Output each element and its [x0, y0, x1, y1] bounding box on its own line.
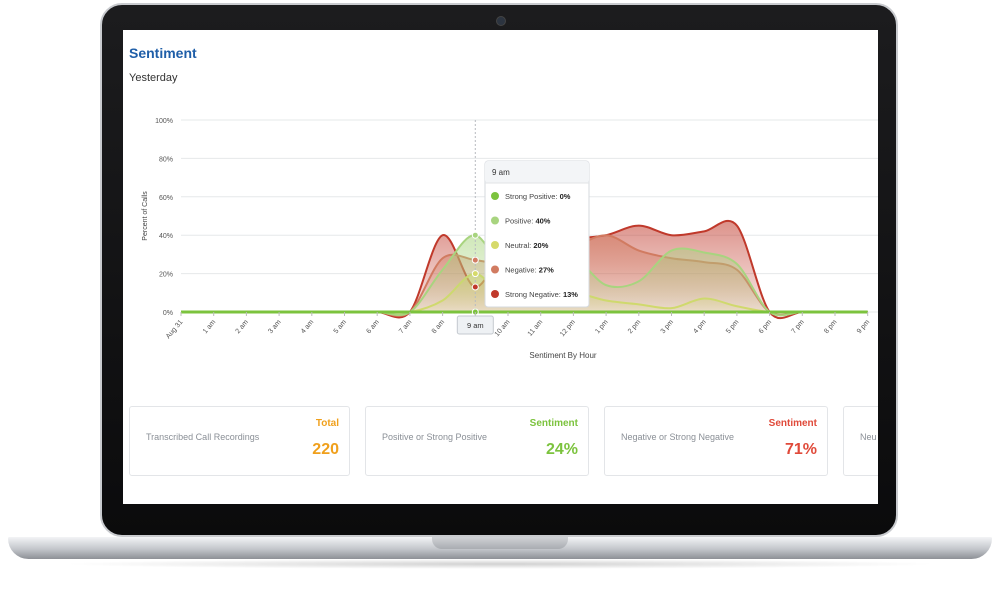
y-tick-label: 80% [159, 156, 173, 163]
laptop-shadow [60, 559, 940, 569]
card-heading: Total [315, 418, 339, 429]
x-tick-label: 3 am [267, 319, 282, 336]
y-tick-label: 20% [159, 272, 173, 279]
screen: Sentiment Yesterday 0% 20% 40% 60% 80% 100% Pe… [123, 30, 878, 504]
tooltip-item: Positive: 40% [505, 217, 551, 226]
x-tick-label: 6 am [365, 319, 380, 336]
page-subtitle: Yesterday [129, 72, 178, 84]
sentiment-chart: 0% 20% 40% 60% 80% 100% Percent of Calls Aug 31… [142, 118, 878, 360]
x-tick-label: 4 am [300, 319, 315, 336]
x-highlight-box [456, 315, 494, 335]
x-tick-label: 10 am [494, 319, 512, 339]
x-tick-label: 5 am [333, 319, 348, 336]
card-value: 220 [312, 441, 339, 458]
x-tick-label: 4 pm [692, 319, 707, 336]
tooltip-header [485, 161, 589, 183]
x-axis-label: Sentiment By Hour [529, 351, 596, 360]
series-area-positive [181, 235, 868, 316]
hover-point [471, 231, 479, 239]
card-total[interactable]: Transcribed Call Recordings Total 220 [129, 406, 350, 476]
tooltip-swatch [491, 192, 499, 200]
tooltip-item: Negative: 27% [505, 266, 554, 275]
tooltip-item-value: 13% [563, 290, 578, 299]
tooltip-item-label: Negative: [505, 266, 539, 275]
tooltip-item-value: 40% [535, 217, 550, 226]
hover-point [471, 256, 479, 264]
x-tick-label: 9 am [467, 321, 484, 330]
x-tick-label: 5 pm [725, 319, 740, 336]
y-tick-label: 40% [159, 233, 173, 240]
y-tick-label: 60% [159, 195, 173, 202]
hover-point [471, 283, 479, 291]
card-label: Positive or Strong Positive [382, 432, 488, 442]
card-value: 71% [784, 441, 817, 458]
x-tick-label: 2 am [235, 319, 250, 336]
card-label: Neu [860, 432, 877, 442]
x-tick-label: 2 pm [627, 319, 642, 336]
tooltip-item: Neutral: 20% [505, 241, 549, 250]
tooltip-swatch [491, 216, 499, 225]
tooltip-item-label: Strong Positive: [505, 192, 560, 201]
x-tick-label: 1 am [202, 319, 217, 336]
page-title: Sentiment [129, 45, 197, 61]
x-tick-label: 12 pm [559, 319, 577, 339]
camera-icon [496, 16, 506, 26]
card-positive[interactable]: Positive or Strong Positive Sentiment 24… [365, 406, 589, 476]
x-tick-label: 9 pm [856, 319, 871, 336]
tooltip-swatch [491, 290, 499, 298]
tooltip-item-label: Positive: [505, 217, 535, 226]
hover-point [471, 270, 479, 278]
laptop-notch [432, 537, 568, 549]
x-tick-label: 3 pm [660, 319, 675, 336]
x-tick-label: 11 am [527, 319, 545, 338]
tooltip-item: Strong Negative: 13% [505, 290, 578, 299]
tooltip-item-label: Strong Negative: [505, 290, 563, 299]
x-tick-label: 8 pm [823, 319, 838, 336]
tooltip-item: Strong Positive: 0% [505, 192, 571, 201]
tooltip-item-value: 20% [533, 241, 548, 250]
tooltip-title: 9 am [492, 168, 510, 177]
tooltip-item-label: Neutral: [505, 241, 533, 250]
tooltip-swatch [491, 241, 499, 249]
x-tick-label: Aug 31 [165, 319, 185, 341]
card-heading: Sentiment [529, 418, 578, 429]
x-tick-label: 7 pm [790, 319, 805, 336]
y-axis-label: Percent of Calls [142, 191, 149, 241]
y-tick-label: 100% [155, 118, 173, 125]
x-tick-label: 8 am [431, 319, 446, 336]
tooltip-item-value: 0% [560, 192, 571, 201]
card-value: 24% [545, 441, 578, 458]
x-tick-label: 7 am [398, 319, 413, 336]
card-neutral[interactable]: Neu [843, 406, 878, 476]
tooltip-swatch [491, 265, 499, 274]
card-negative[interactable]: Negative or Strong Negative Sentiment 71… [604, 406, 828, 476]
y-tick-label: 0% [163, 310, 173, 317]
x-tick-label: 1 pm [594, 319, 609, 336]
tooltip-item-value: 27% [539, 266, 554, 275]
x-tick-label: 6 pm [758, 319, 773, 336]
card-label: Transcribed Call Recordings [146, 432, 260, 442]
card-heading: Sentiment [768, 418, 817, 429]
card-label: Negative or Strong Negative [621, 432, 735, 442]
